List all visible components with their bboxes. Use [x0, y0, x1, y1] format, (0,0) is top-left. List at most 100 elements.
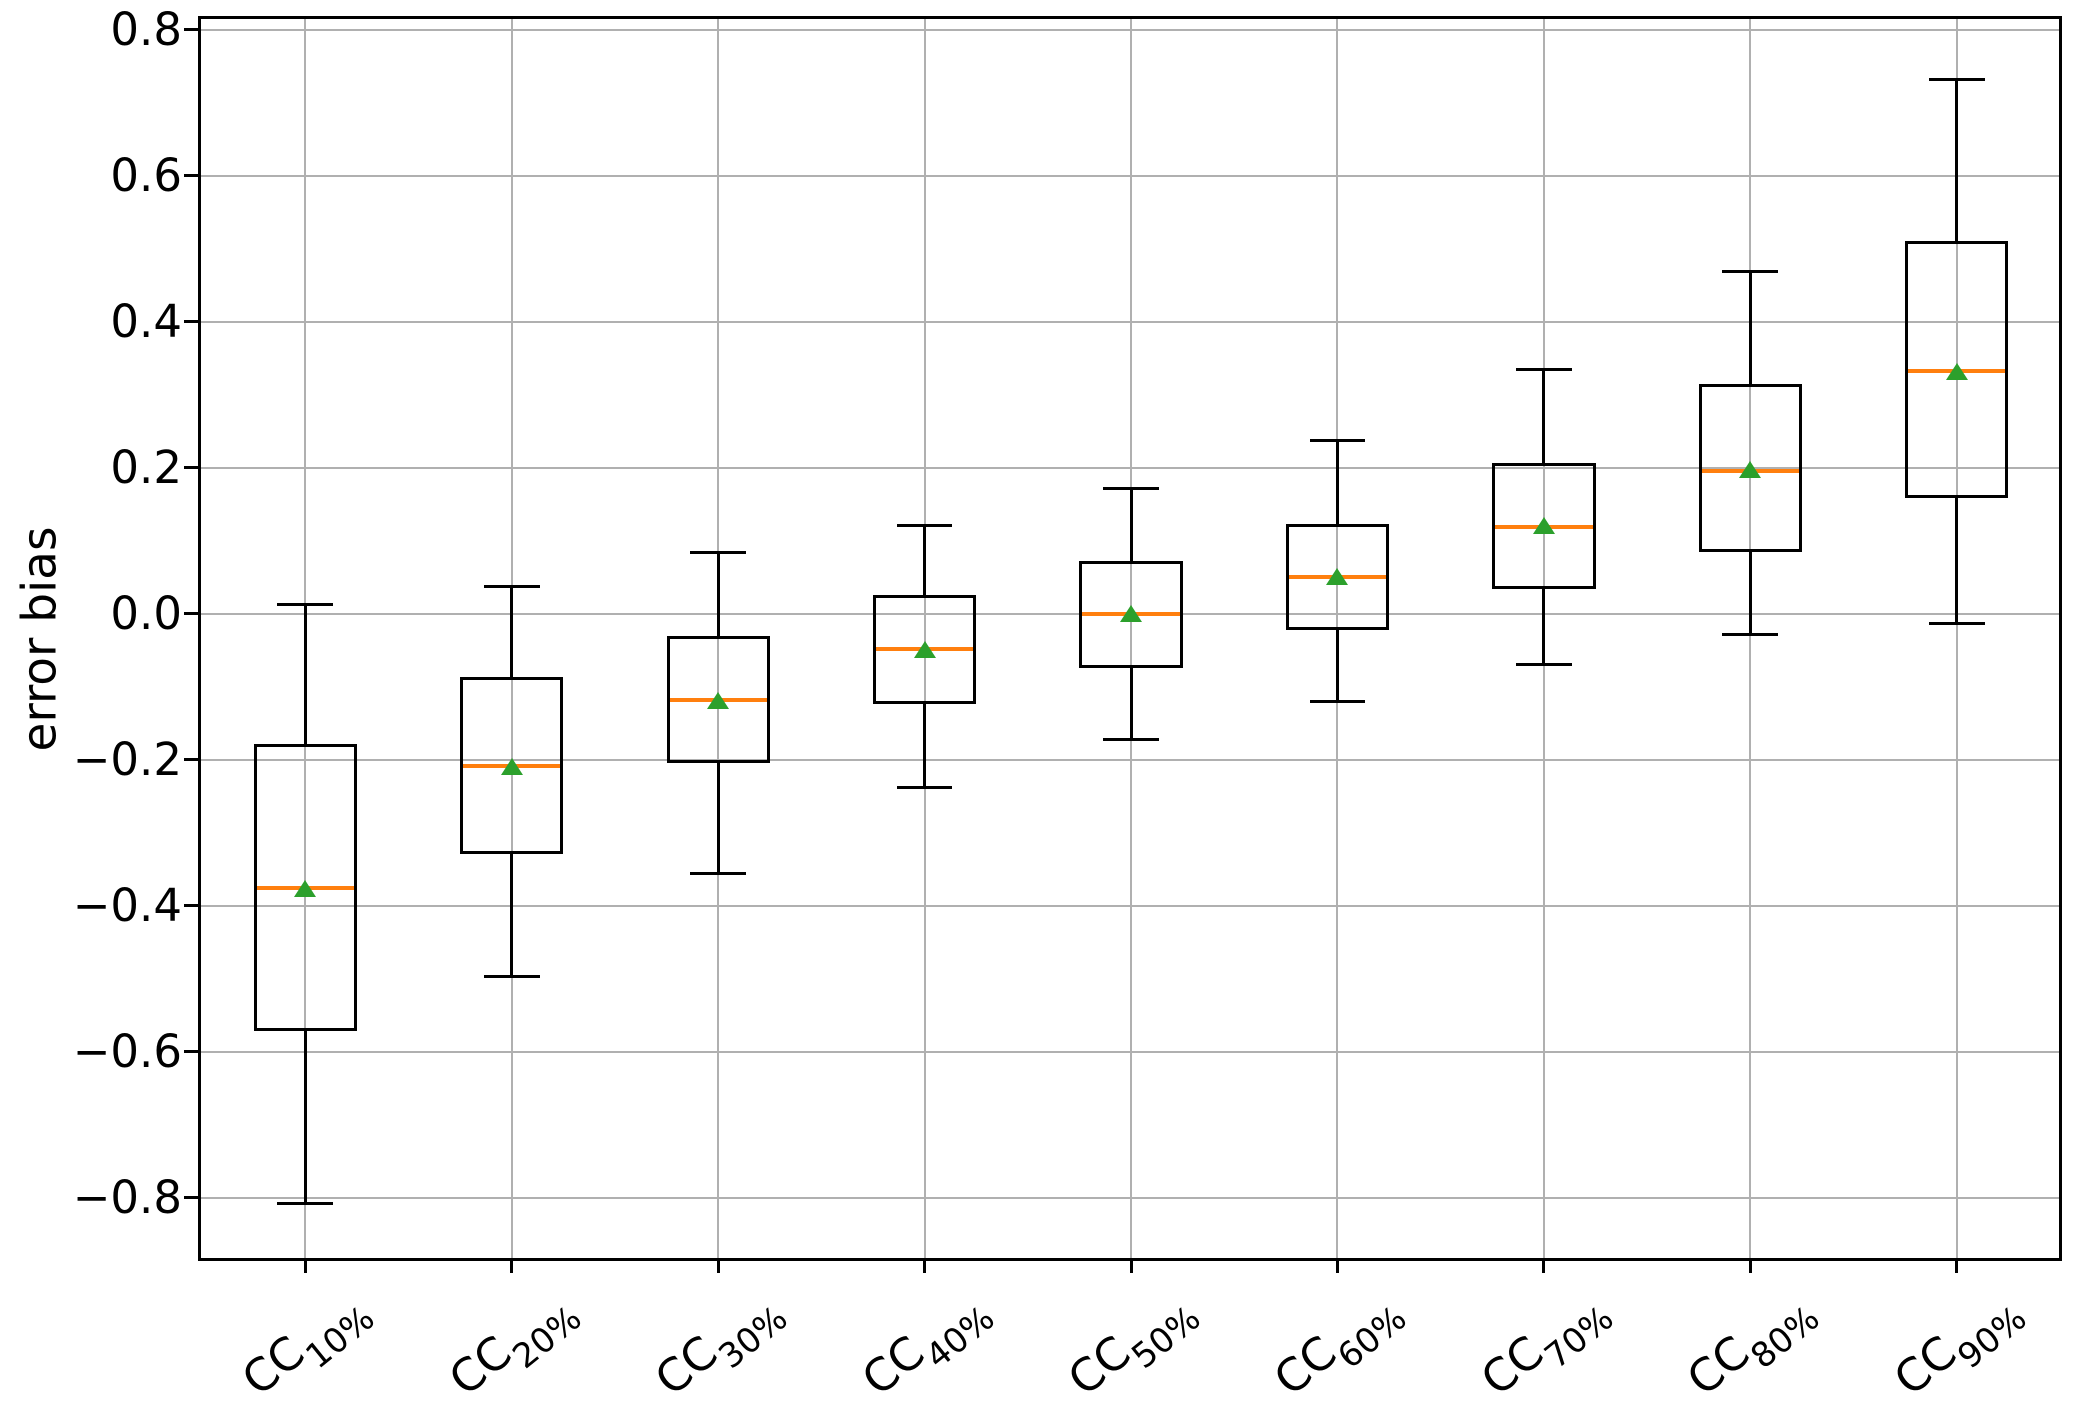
v-gridline [923, 18, 926, 1259]
box-rect [666, 635, 770, 764]
x-tick-label: CC50% [1058, 1278, 1208, 1413]
top-spine [198, 16, 2062, 19]
x-tick-label-base: CC [1058, 1325, 1141, 1407]
y-tick-label: 0.8 [110, 2, 182, 56]
y-tick-label: 0.6 [110, 148, 182, 202]
whisker-lower [1748, 552, 1752, 635]
h-gridline [200, 1050, 2060, 1053]
whisker-cap-upper [690, 550, 747, 554]
whisker-lower [1335, 629, 1339, 702]
h-gridline [200, 174, 2060, 177]
v-gridline [1130, 18, 1133, 1259]
mean-marker-icon [294, 879, 317, 897]
whisker-cap-lower [1103, 737, 1159, 741]
whisker-upper [1542, 369, 1546, 463]
y-tick [184, 28, 198, 32]
x-tick-label: CC40% [852, 1278, 1002, 1413]
whisker-upper [1955, 79, 1959, 242]
mean-marker-icon [1739, 460, 1762, 478]
whisker-cap-upper [1516, 367, 1572, 371]
box-rect [1698, 384, 1802, 553]
box-rect [1285, 523, 1390, 630]
y-tick-label: −0.4 [72, 878, 182, 932]
y-tick-label: −0.6 [72, 1024, 182, 1078]
x-tick-label: CC60% [1264, 1278, 1414, 1413]
x-tick-label-base: CC [1677, 1325, 1760, 1407]
x-tick [1748, 1261, 1752, 1273]
x-tick [510, 1261, 514, 1273]
whisker-lower [716, 763, 720, 874]
y-tick-label: −0.2 [72, 732, 182, 786]
x-tick-label: CC80% [1677, 1278, 1827, 1413]
whisker-cap-lower [896, 785, 953, 789]
x-tick-label-base: CC [1470, 1325, 1554, 1407]
x-tick [1335, 1261, 1339, 1273]
mean-marker-icon [1945, 363, 1968, 381]
whisker-cap-lower [690, 872, 747, 876]
box-rect [1079, 561, 1183, 668]
y-tick [184, 1050, 198, 1054]
whisker-upper [923, 525, 927, 596]
mean-marker-icon [1120, 604, 1143, 622]
mean-marker-icon [500, 757, 523, 775]
mean-marker-icon [913, 641, 936, 659]
x-tick-label-base: CC [438, 1325, 521, 1407]
whisker-cap-upper [277, 603, 334, 607]
h-gridline [200, 1196, 2060, 1199]
y-tick-label: −0.8 [72, 1170, 182, 1224]
h-gridline [200, 758, 2060, 761]
box-rect [460, 677, 564, 854]
whisker-lower [510, 853, 514, 977]
box-rect [253, 744, 357, 1032]
box-rect [1492, 462, 1596, 589]
x-tick [1129, 1261, 1133, 1273]
y-tick [184, 466, 198, 470]
left-spine [198, 16, 201, 1261]
whisker-cap-upper [1722, 269, 1779, 273]
x-tick [1955, 1261, 1959, 1273]
box-rect [872, 595, 977, 705]
y-tick-label: 0.0 [110, 586, 182, 640]
right-spine [2059, 16, 2062, 1261]
whisker-lower [1542, 588, 1546, 665]
whisker-upper [1129, 488, 1133, 562]
whisker-cap-lower [1722, 632, 1779, 636]
x-tick [923, 1261, 927, 1273]
h-gridline [200, 466, 2060, 469]
x-tick-label-base: CC [232, 1325, 315, 1407]
mean-marker-icon [1532, 517, 1555, 535]
h-gridline [200, 904, 2060, 907]
whisker-lower [1955, 498, 1959, 624]
x-tick-label-base: CC [1883, 1325, 1966, 1407]
whisker-cap-upper [1309, 439, 1366, 443]
whisker-cap-lower [1928, 622, 1985, 626]
y-tick [184, 174, 198, 178]
whisker-lower [303, 1031, 307, 1204]
y-tick [184, 904, 198, 908]
whisker-cap-lower [483, 974, 540, 978]
whisker-upper [1335, 440, 1339, 524]
x-tick-label-base: CC [1264, 1325, 1347, 1407]
whisker-cap-upper [483, 585, 540, 589]
whisker-lower [923, 704, 927, 788]
h-gridline [200, 320, 2060, 323]
mean-marker-icon [1326, 568, 1349, 586]
v-gridline [1955, 18, 1958, 1259]
whisker-cap-upper [896, 523, 953, 527]
bottom-spine [198, 1258, 2062, 1261]
whisker-upper [510, 586, 514, 678]
h-gridline [200, 28, 2060, 31]
whisker-upper [716, 552, 720, 636]
x-tick-label: CC10% [232, 1278, 382, 1413]
whisker-cap-upper [1928, 77, 1985, 81]
whisker-cap-upper [1103, 486, 1159, 490]
x-tick-label: CC20% [438, 1278, 589, 1413]
v-gridline [1749, 18, 1752, 1259]
x-tick-label-base: CC [645, 1325, 728, 1407]
y-tick [184, 758, 198, 762]
x-tick-label: CC30% [645, 1278, 795, 1413]
y-tick [184, 1196, 198, 1200]
whisker-cap-lower [1516, 663, 1572, 667]
